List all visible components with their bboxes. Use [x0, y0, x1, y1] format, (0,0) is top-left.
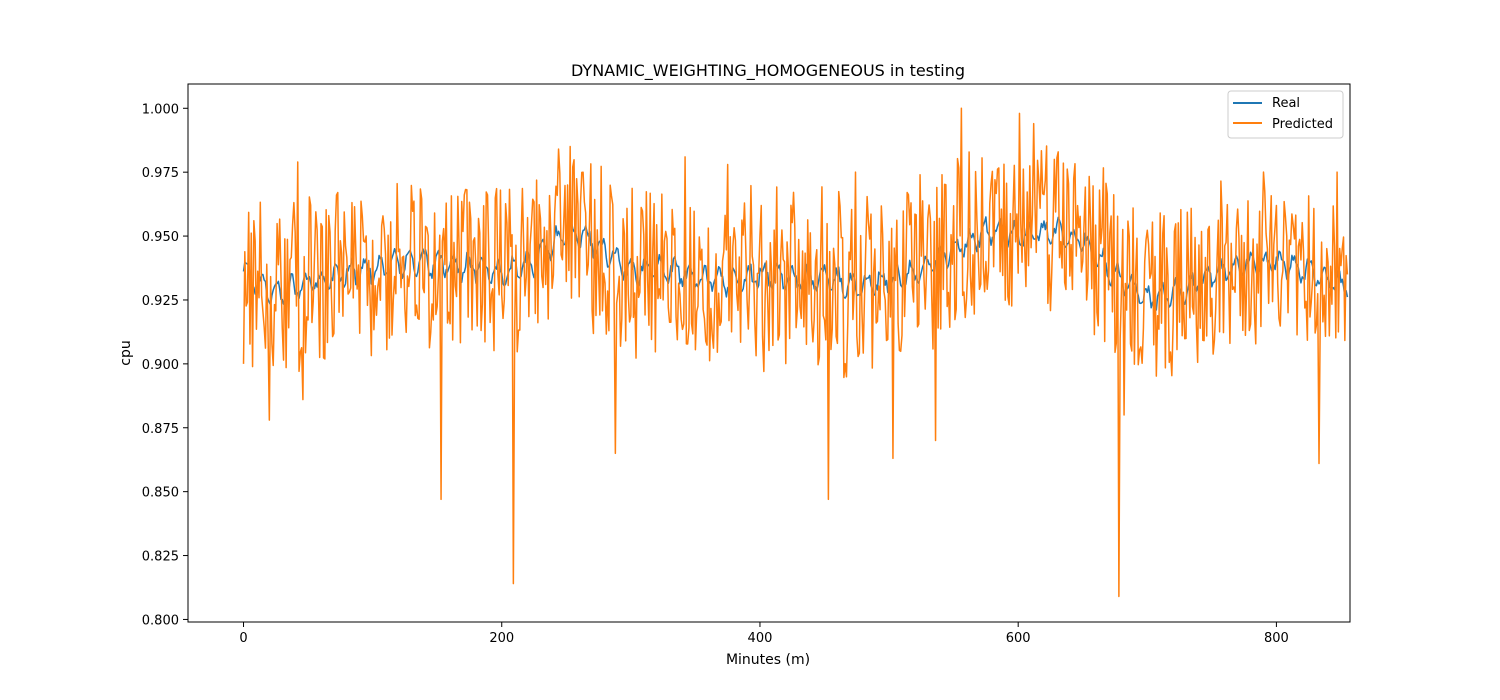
legend: Real Predicted: [1227, 90, 1344, 139]
x-tick-label: 200: [489, 631, 514, 646]
y-axis: 0.800 0.825 0.850 0.875 0.900 0.925 0.950 0.975…: [142, 102, 188, 628]
plot-area: [242, 107, 1349, 598]
chart-title: DYNAMIC_WEIGHTING_HOMOGENEOUS in testing: [571, 61, 965, 81]
x-tick-label: 600: [1006, 631, 1031, 646]
y-tick-label: 0.925: [142, 294, 179, 309]
y-tick-label: 0.975: [142, 166, 179, 181]
y-tick-label: 0.850: [142, 486, 179, 501]
series-line-predicted: [242, 107, 1349, 598]
x-axis-label: Minutes (m): [726, 652, 810, 668]
y-tick-label: 0.825: [142, 550, 179, 565]
x-tick-label: 0: [239, 631, 247, 646]
y-tick-label: 1.000: [142, 102, 179, 117]
legend-label-predicted: Predicted: [1272, 117, 1333, 132]
x-tick-label: 400: [748, 631, 773, 646]
x-tick-label: 800: [1264, 631, 1289, 646]
y-tick-label: 0.950: [142, 230, 179, 245]
y-tick-label: 0.800: [142, 613, 179, 628]
y-tick-label: 0.900: [142, 358, 179, 373]
plot-frame: [187, 83, 1351, 623]
x-axis: 0 200 400 600 800: [239, 622, 1289, 646]
y-tick-label: 0.875: [142, 422, 179, 437]
y-axis-label: cpu: [118, 340, 134, 365]
legend-label-real: Real: [1272, 96, 1300, 111]
